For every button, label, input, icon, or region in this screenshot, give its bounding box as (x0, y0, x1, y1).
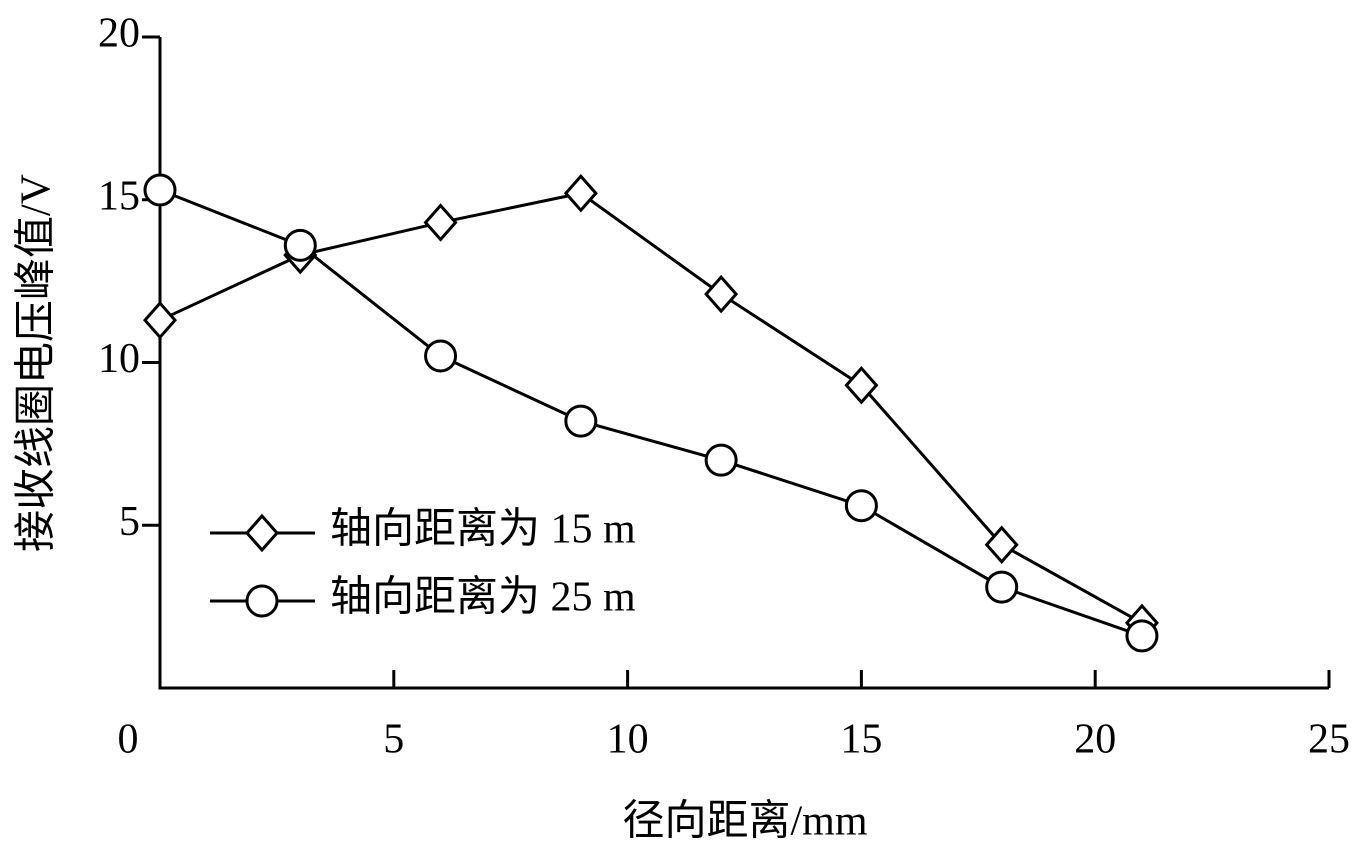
x-tick-label: 20 (1074, 717, 1116, 763)
legend-marker (245, 584, 279, 618)
y-tick-label: 5 (119, 499, 140, 545)
y-tick-label: 10 (98, 336, 140, 382)
y-tick-label: 15 (98, 173, 140, 219)
marker (143, 173, 177, 207)
marker (704, 443, 738, 477)
legend-marker (244, 513, 280, 553)
x-tick-label: 10 (607, 717, 649, 763)
marker (844, 489, 878, 523)
marker (564, 404, 598, 438)
marker (984, 525, 1019, 565)
y-axis-label: 接收线圈电压峰值/V (14, 174, 60, 552)
x-axis-label: 径向距离/mm (622, 798, 867, 845)
marker (563, 173, 598, 213)
marker (1125, 619, 1159, 653)
marker (704, 274, 739, 314)
y-tick-label: 20 (98, 11, 140, 57)
marker (844, 366, 879, 405)
series-line (159, 191, 1143, 625)
x-tick-label: 25 (1308, 717, 1350, 763)
legend-label: 轴向距离为 15 m (330, 506, 636, 553)
marker (424, 339, 458, 373)
marker (283, 228, 317, 262)
series-line (159, 188, 1143, 638)
marker (423, 203, 458, 242)
legend-label: 轴向距离为 25 m (330, 574, 636, 621)
x-tick-label: 15 (840, 717, 882, 763)
x-tick-label: 0 (118, 717, 139, 763)
x-tick-label: 5 (383, 717, 404, 763)
marker (142, 300, 178, 340)
marker (985, 570, 1019, 604)
